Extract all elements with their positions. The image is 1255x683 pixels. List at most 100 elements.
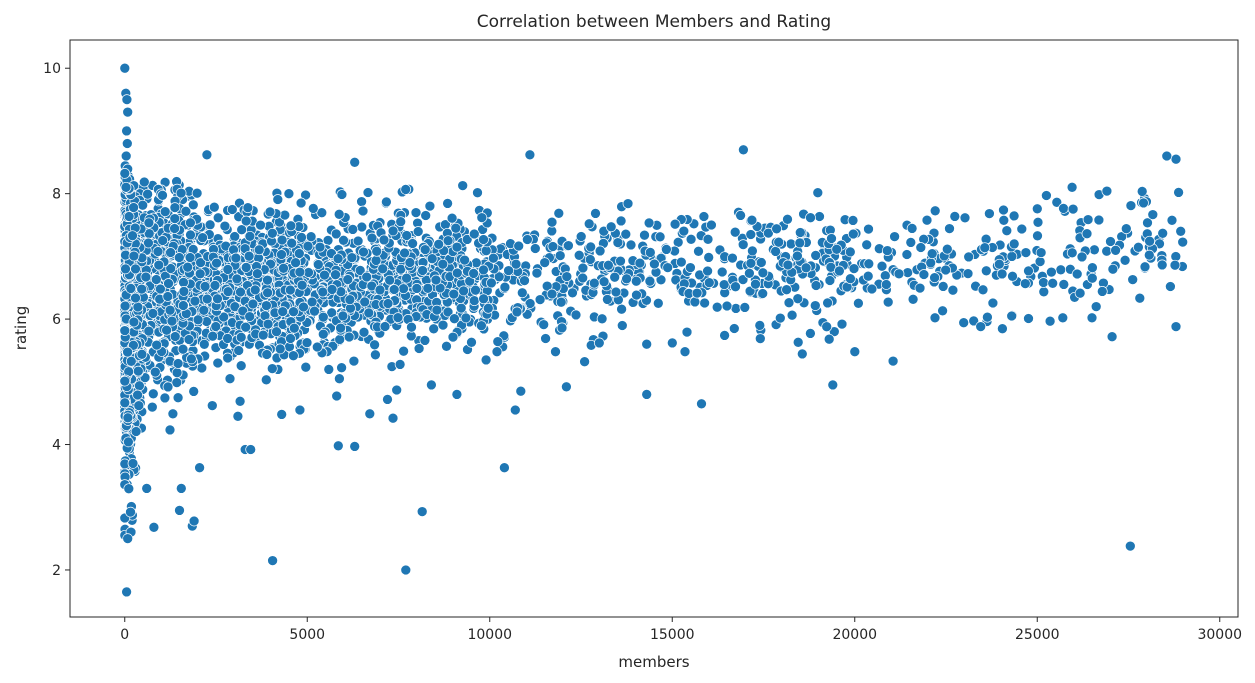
data-point xyxy=(747,245,758,257)
data-point xyxy=(1019,278,1031,289)
data-point xyxy=(470,284,481,296)
data-point xyxy=(929,205,941,217)
data-point xyxy=(362,187,374,198)
data-point xyxy=(147,308,159,319)
data-point xyxy=(347,224,359,235)
data-point xyxy=(236,224,248,236)
data-point xyxy=(288,306,299,318)
data-point xyxy=(209,280,221,291)
data-point xyxy=(1008,210,1020,222)
data-point xyxy=(143,325,155,337)
data-point xyxy=(294,404,306,416)
data-point xyxy=(824,275,836,286)
data-point xyxy=(260,374,272,386)
data-point xyxy=(371,245,383,257)
data-point xyxy=(785,238,797,250)
data-point xyxy=(499,462,510,474)
data-point xyxy=(175,187,187,199)
data-point xyxy=(1035,247,1047,258)
data-point xyxy=(137,199,149,211)
data-point xyxy=(862,270,874,282)
data-point xyxy=(410,207,422,218)
data-point xyxy=(513,240,525,252)
data-point xyxy=(419,335,431,346)
data-point xyxy=(486,277,497,289)
data-point xyxy=(208,201,220,213)
data-point xyxy=(450,222,462,234)
data-point xyxy=(754,333,766,344)
data-point xyxy=(980,265,992,277)
data-point xyxy=(669,218,681,230)
x-tick-label: 25000 xyxy=(1015,627,1060,643)
data-point xyxy=(605,221,617,233)
data-point xyxy=(159,206,171,218)
data-point xyxy=(127,230,138,242)
data-point xyxy=(926,248,938,260)
data-point xyxy=(178,286,190,297)
data-point xyxy=(294,266,306,278)
data-point xyxy=(279,209,291,221)
data-point xyxy=(744,267,755,279)
data-point xyxy=(616,303,627,315)
data-point xyxy=(889,231,900,242)
data-point xyxy=(149,366,161,378)
data-point xyxy=(1173,187,1184,198)
data-point xyxy=(276,234,288,246)
data-point xyxy=(666,337,678,349)
data-point xyxy=(175,483,187,494)
data-point xyxy=(399,247,410,259)
data-point xyxy=(782,259,794,271)
data-point xyxy=(1119,254,1131,266)
data-point xyxy=(121,138,133,149)
data-point xyxy=(262,318,274,330)
data-point xyxy=(346,252,358,263)
data-point xyxy=(554,250,566,261)
data-point xyxy=(729,226,741,238)
data-point xyxy=(812,187,824,199)
data-point xyxy=(119,397,131,409)
data-point xyxy=(428,323,440,335)
data-point xyxy=(634,257,646,269)
data-point xyxy=(958,317,970,329)
data-point xyxy=(150,274,162,285)
data-point xyxy=(755,257,767,268)
data-point xyxy=(621,273,632,285)
data-point xyxy=(844,246,856,258)
data-point xyxy=(447,331,459,343)
y-tick-label: 4 xyxy=(52,438,61,454)
data-point xyxy=(132,389,143,401)
data-point xyxy=(411,283,423,294)
data-point xyxy=(163,278,174,289)
data-point xyxy=(119,325,131,336)
data-point xyxy=(492,336,504,347)
data-point xyxy=(1105,236,1116,247)
data-point xyxy=(735,210,746,221)
data-point xyxy=(314,241,326,253)
x-tick-label: 10000 xyxy=(467,627,512,643)
data-point xyxy=(962,268,974,279)
data-point xyxy=(594,245,606,257)
data-point xyxy=(681,326,693,338)
data-point xyxy=(906,223,918,234)
data-point xyxy=(335,322,346,334)
data-point xyxy=(644,247,656,258)
data-point xyxy=(413,343,425,354)
data-point xyxy=(929,312,941,324)
data-point xyxy=(615,255,626,267)
data-point xyxy=(929,272,940,284)
data-point xyxy=(534,294,546,305)
data-point xyxy=(169,223,180,234)
data-point xyxy=(1046,266,1057,278)
data-point xyxy=(615,215,627,227)
data-point xyxy=(416,506,428,517)
data-point xyxy=(274,343,286,355)
data-point xyxy=(940,264,952,276)
data-point xyxy=(169,331,181,342)
data-point xyxy=(1175,225,1187,237)
data-point xyxy=(235,360,247,372)
data-point xyxy=(730,303,742,314)
data-point xyxy=(302,240,314,252)
data-point xyxy=(222,264,234,275)
data-point xyxy=(1125,200,1137,211)
data-point xyxy=(401,230,413,241)
